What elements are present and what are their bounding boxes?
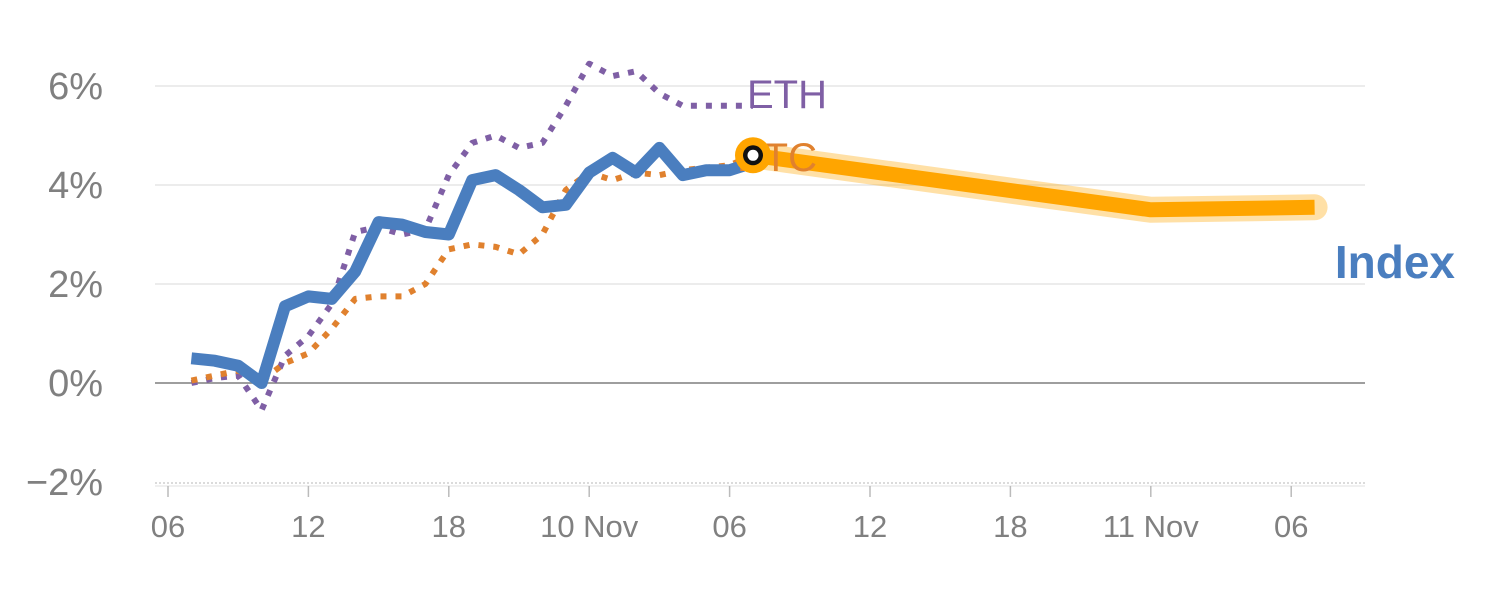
x-tick-label: 12: [291, 509, 325, 544]
series-index: [190, 141, 755, 389]
x-axis: 06 12 18 10 Nov 06 12 18 11 Nov 06: [151, 482, 1365, 544]
y-tick-label: 6%: [48, 66, 103, 108]
y-tick-label: 2%: [48, 264, 103, 306]
series-label-index: Index: [1335, 236, 1456, 288]
series-eth: [190, 60, 753, 414]
y-tick-label: 4%: [48, 165, 103, 207]
y-tick-label: −2%: [26, 462, 103, 504]
current-point-marker: [735, 137, 771, 174]
series-lines: [190, 60, 1328, 414]
x-tick-label: 18: [993, 509, 1027, 544]
gridlines: [155, 85, 1365, 384]
marker-center: [747, 149, 759, 161]
x-tick-label: 11 Nov: [1103, 509, 1199, 544]
x-tick-label: 06: [151, 509, 185, 544]
y-tick-label: 0%: [48, 363, 103, 405]
x-tick-label: 10 Nov: [540, 509, 639, 544]
x-tick-label: 12: [853, 509, 887, 544]
series-label-eth: ETH: [747, 73, 827, 117]
series-index-forecast: [751, 147, 1315, 218]
x-tick-label: 18: [432, 509, 466, 544]
x-tick-label: 06: [712, 509, 746, 544]
y-axis: 6% 4% 2% 0% −2%: [26, 66, 103, 504]
x-tick-label: 06: [1274, 509, 1308, 544]
